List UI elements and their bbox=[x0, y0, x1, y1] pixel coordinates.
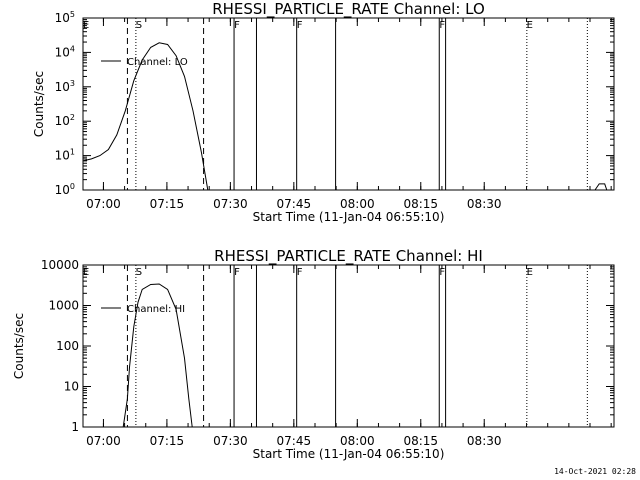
event-marker-label: E bbox=[83, 267, 89, 278]
footer-timestamp: 14-Oct-2021 02:28 bbox=[554, 467, 636, 476]
chart-title: RHESSI_PARTICLE_RATE Channel: LO bbox=[212, 0, 485, 19]
x-tick-label: 07:45 bbox=[277, 197, 312, 211]
event-marker-label: E bbox=[527, 267, 533, 278]
event-marker-label: E bbox=[83, 20, 89, 31]
event-marker-label: E bbox=[527, 20, 533, 31]
event-marker-label: F bbox=[439, 267, 445, 278]
x-axis-label: Start Time (11-Jan-04 06:55:10) bbox=[253, 210, 445, 224]
y-tick-label: 10 bbox=[64, 380, 79, 394]
event-marker-label: F bbox=[439, 20, 445, 31]
chart-title: RHESSI_PARTICLE_RATE Channel: HI bbox=[214, 247, 483, 266]
x-tick-label: 07:00 bbox=[86, 434, 121, 448]
y-tick-label: 103 bbox=[55, 79, 75, 94]
x-axis-label: Start Time (11-Jan-04 06:55:10) bbox=[253, 447, 445, 461]
series-line bbox=[594, 183, 608, 191]
event-marker-label: F bbox=[297, 20, 303, 31]
y-tick-label: 100 bbox=[56, 339, 79, 353]
x-tick-label: 07:45 bbox=[277, 434, 312, 448]
y-tick-label: 1000 bbox=[48, 299, 79, 313]
y-tick-label: 100 bbox=[55, 182, 75, 197]
legend-label: Channel: HI bbox=[127, 304, 185, 315]
y-tick-label: 102 bbox=[55, 113, 75, 128]
x-tick-label: 08:30 bbox=[467, 197, 502, 211]
series-line bbox=[122, 283, 193, 428]
x-tick-label: 07:30 bbox=[213, 434, 248, 448]
series-line bbox=[82, 42, 209, 191]
x-tick-label: 08:00 bbox=[340, 434, 375, 448]
event-marker-label: F bbox=[234, 20, 240, 31]
event-marker-label: S bbox=[136, 20, 142, 31]
x-tick-label: 08:00 bbox=[340, 197, 375, 211]
x-tick-label: 07:00 bbox=[86, 197, 121, 211]
x-tick-label: 07:30 bbox=[213, 197, 248, 211]
event-marker-label: F bbox=[234, 267, 240, 278]
x-tick-label: 07:15 bbox=[150, 434, 185, 448]
y-tick-label: 105 bbox=[55, 10, 75, 25]
x-tick-label: 08:15 bbox=[403, 434, 438, 448]
y-tick-label: 1 bbox=[71, 420, 79, 434]
plot-frame bbox=[82, 17, 615, 191]
x-tick-label: 08:30 bbox=[467, 434, 502, 448]
plot-frame bbox=[82, 264, 615, 428]
x-tick-label: 08:15 bbox=[403, 197, 438, 211]
y-tick-label: 104 bbox=[55, 44, 75, 59]
legend-label: Channel: LO bbox=[127, 57, 188, 68]
event-marker-label: F bbox=[297, 267, 303, 278]
event-marker-label: S bbox=[136, 267, 142, 278]
y-axis-label: Counts/sec bbox=[32, 71, 46, 137]
y-tick-label: 10000 bbox=[41, 258, 79, 272]
x-tick-label: 07:15 bbox=[150, 197, 185, 211]
y-axis-label: Counts/sec bbox=[12, 313, 26, 379]
y-tick-label: 101 bbox=[55, 148, 75, 163]
